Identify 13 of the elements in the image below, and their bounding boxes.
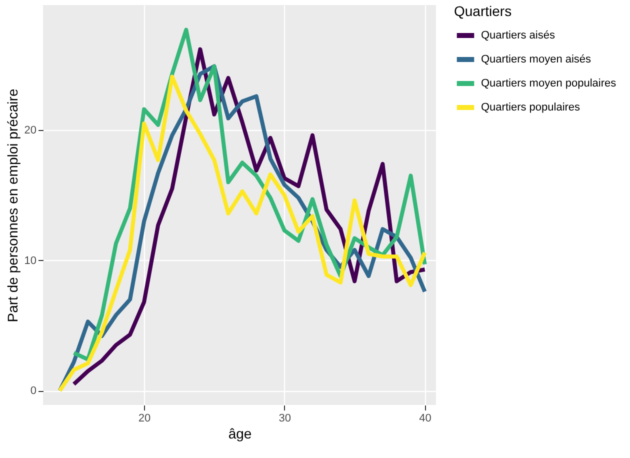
y-tick-label: 0 [30, 385, 36, 398]
legend-title: Quartiers [454, 3, 512, 19]
legend-label: Quartiers moyen aisés [481, 54, 592, 66]
x-tick-label: 40 [419, 412, 432, 424]
y-axis-title: Part de personnes en emploi précaire [4, 88, 20, 322]
x-axis-title: âge [228, 426, 252, 442]
legend-label: Quartiers moyen populaires [481, 78, 617, 90]
y-tick-label: 20 [24, 124, 36, 137]
y-tick-label: 10 [24, 254, 36, 267]
legend-label: Quartiers aisés [481, 30, 556, 42]
x-tick-label: 20 [138, 412, 151, 424]
x-tick-label: 30 [278, 412, 292, 424]
legend-label: Quartiers populaires [481, 102, 581, 114]
